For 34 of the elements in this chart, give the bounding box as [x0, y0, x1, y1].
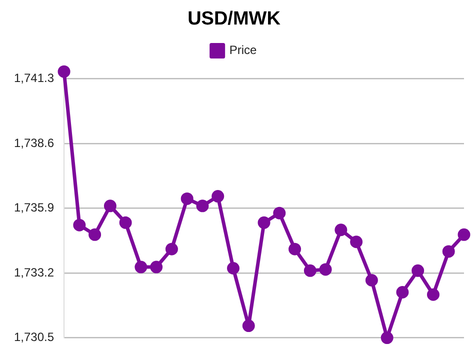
point [288, 242, 302, 256]
point [58, 65, 70, 78]
point [396, 286, 409, 298]
y-tick-label: 1,735.9 [14, 200, 54, 215]
point [73, 218, 86, 232]
point [258, 216, 270, 229]
point [319, 263, 332, 276]
point [442, 245, 455, 258]
point [88, 228, 102, 241]
point [426, 288, 440, 301]
point [134, 260, 148, 274]
point [165, 242, 178, 256]
point [412, 264, 424, 277]
point [227, 262, 240, 274]
point [273, 206, 286, 220]
point [365, 274, 378, 286]
point [196, 200, 209, 212]
point [242, 320, 255, 332]
point [380, 332, 394, 344]
point [150, 260, 163, 274]
y-tick-label: 1,741.3 [14, 71, 54, 86]
point [104, 200, 116, 212]
point [212, 190, 224, 203]
point [458, 228, 470, 241]
chart-title: USD/MWK [188, 8, 281, 30]
point [334, 224, 348, 236]
y-tick-label: 1,733.2 [14, 265, 54, 280]
point [304, 264, 316, 277]
point [180, 192, 194, 205]
legend-label: Price [229, 43, 257, 58]
y-tick-label: 1,730.5 [14, 330, 54, 344]
point [119, 216, 132, 229]
y-tick-label: 1,738.6 [14, 136, 54, 150]
point [350, 236, 363, 248]
